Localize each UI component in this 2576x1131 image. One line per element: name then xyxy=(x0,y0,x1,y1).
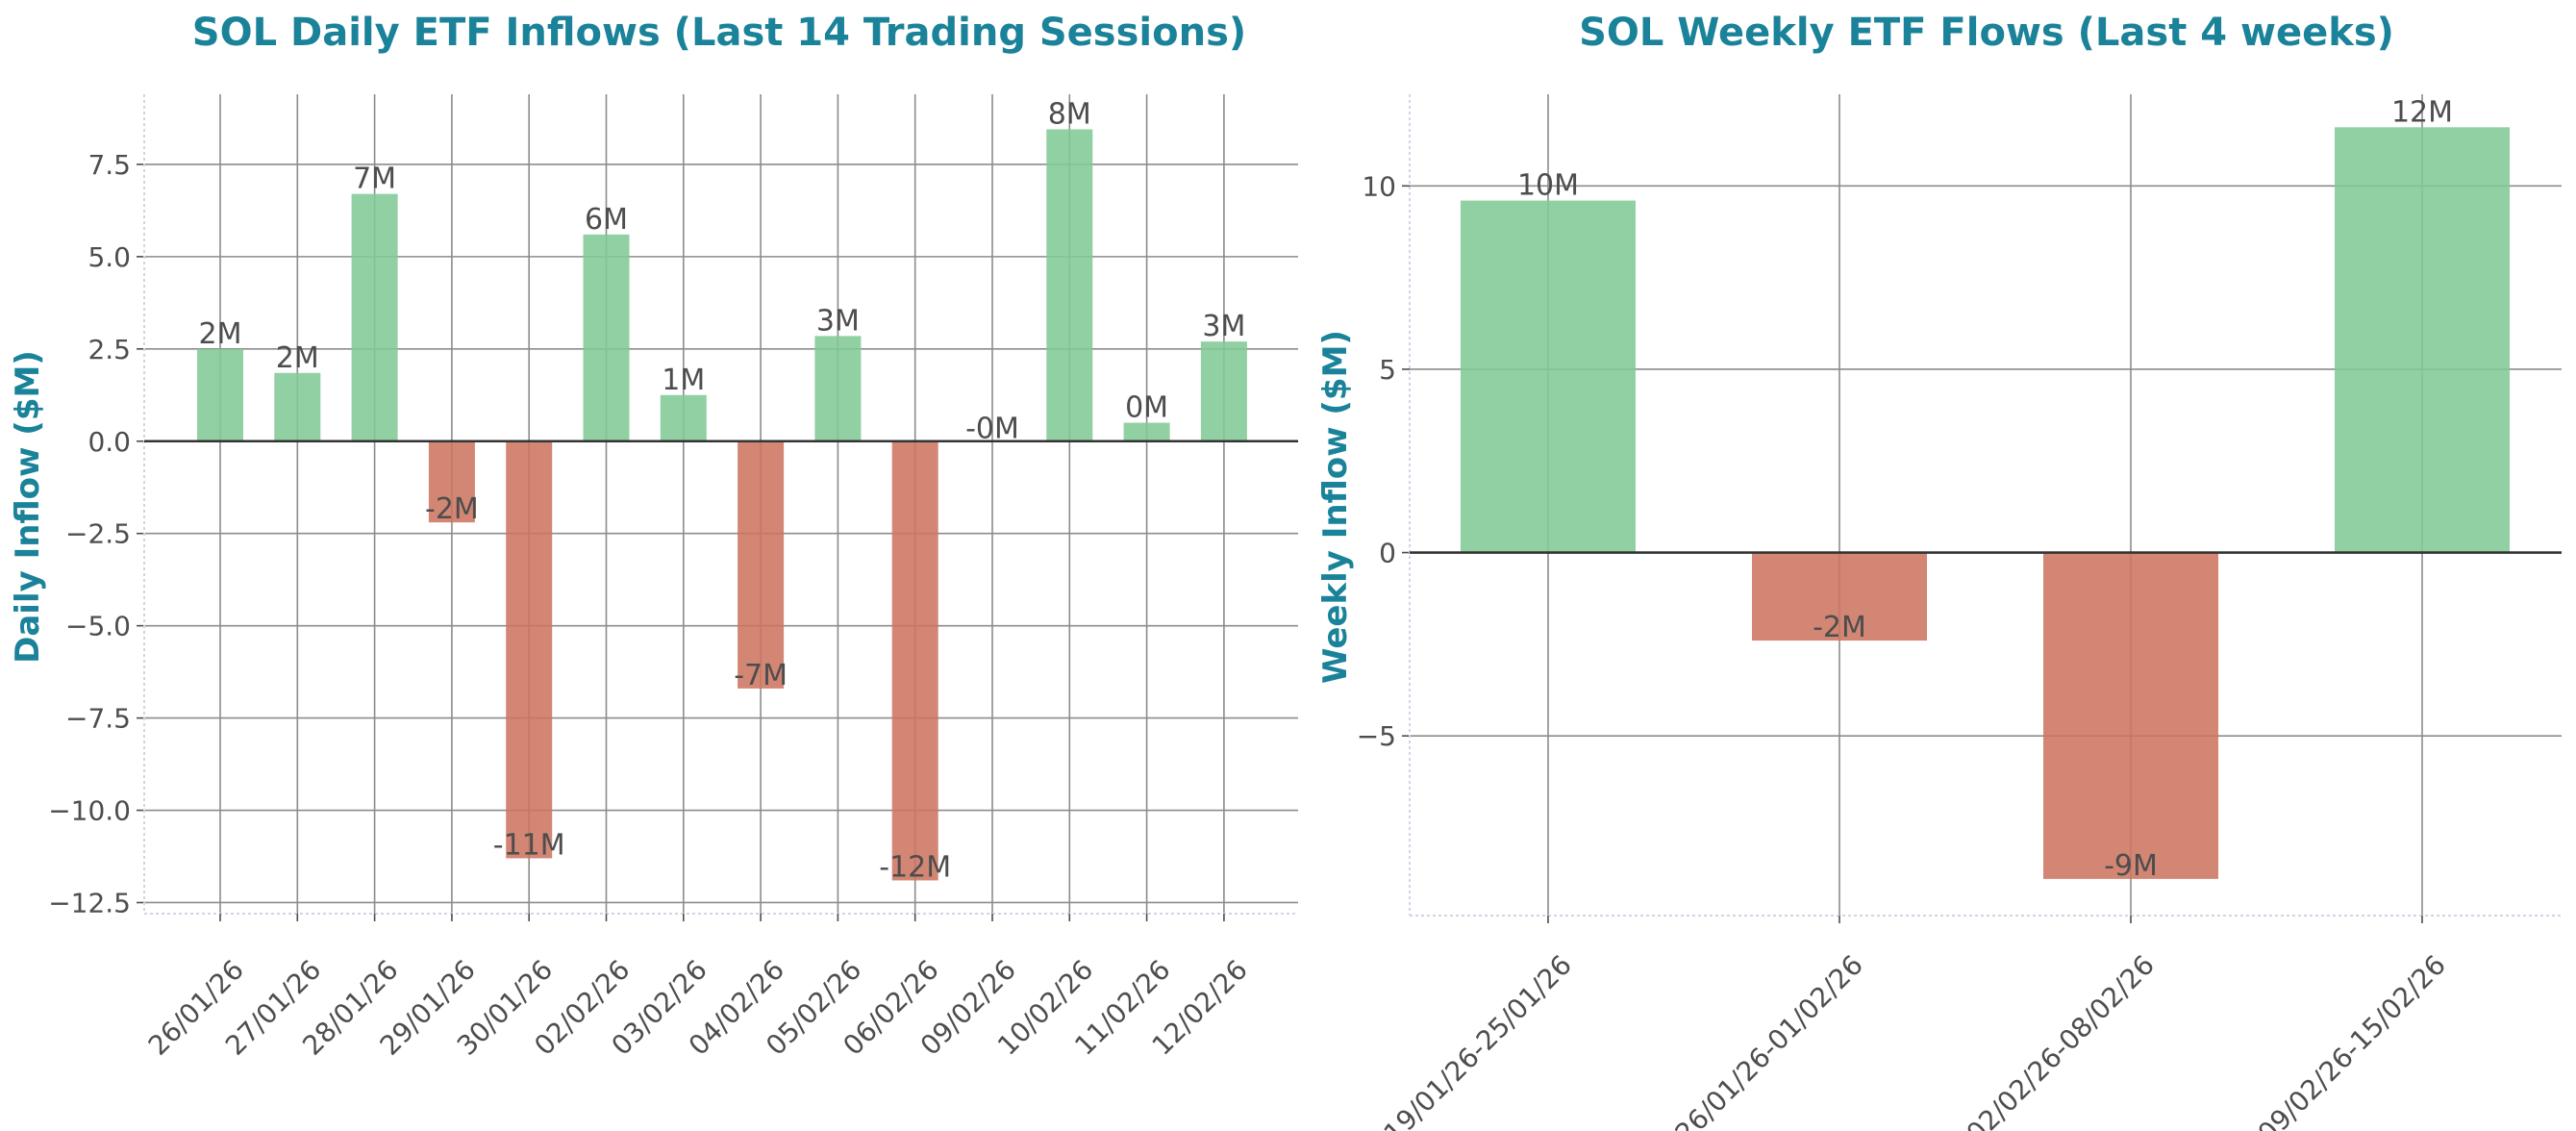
daily-data-label: -7M xyxy=(734,659,788,692)
daily-y-tick-label: 5.0 xyxy=(88,241,131,273)
daily-data-label: 3M xyxy=(1202,310,1245,343)
daily-data-label: -11M xyxy=(493,828,565,862)
daily-y-tick-label: −5.0 xyxy=(65,611,131,642)
daily-y-tick-label: 0.0 xyxy=(88,426,131,458)
daily-y-tick-label: −7.5 xyxy=(65,703,131,735)
weekly-x-tick-label: 26/01/26-01/02/26 xyxy=(1669,949,1869,1131)
daily-data-label: -2M xyxy=(425,492,479,526)
daily-data-label: 2M xyxy=(199,317,242,351)
daily-bar xyxy=(1200,341,1247,441)
daily-y-tick-label: 2.5 xyxy=(88,334,131,365)
weekly-x-tick-label: 09/02/26-15/02/26 xyxy=(2252,949,2452,1131)
daily-data-label: 7M xyxy=(353,163,396,196)
weekly-y-tick-label: 5 xyxy=(1379,354,1396,386)
daily-bar xyxy=(1046,129,1093,441)
daily-data-label: 8M xyxy=(1048,97,1091,131)
weekly-x-tick-label: 02/02/26-08/02/26 xyxy=(1961,949,2161,1131)
daily-bar xyxy=(197,348,243,441)
daily-data-label: -12M xyxy=(879,850,951,884)
daily-bar xyxy=(506,440,553,859)
daily-data-label: 3M xyxy=(816,304,860,338)
daily-bar xyxy=(1123,422,1170,441)
daily-bar xyxy=(274,372,321,441)
weekly-data-label: -9M xyxy=(2104,849,2158,883)
daily-data-label: 6M xyxy=(585,203,628,237)
weekly-data-label: 12M xyxy=(2391,95,2453,129)
weekly-y-tick-label: −5 xyxy=(1357,720,1396,752)
daily-data-label: 1M xyxy=(662,364,705,397)
daily-bar xyxy=(351,193,398,441)
weekly-y-tick-label: 0 xyxy=(1379,538,1396,569)
daily-bar xyxy=(738,440,785,689)
daily-bar xyxy=(583,234,630,441)
daily-data-label: -0M xyxy=(965,413,1019,446)
daily-inflows-plot: 7.5 5.0 2.5 0.0 −2.5 −5.0 −7.5 −10.0 −12.5 2M 2M 7M… xyxy=(48,94,1298,1062)
daily-y-tick-label: −12.5 xyxy=(48,887,131,918)
daily-bar xyxy=(428,440,475,523)
daily-bar xyxy=(891,440,938,881)
weekly-bar xyxy=(1461,200,1636,553)
daily-bar xyxy=(814,336,862,441)
daily-y-tick-label: 7.5 xyxy=(88,149,131,181)
y-axis-label-daily: Daily Inflow ($M) xyxy=(9,350,47,664)
daily-bar xyxy=(660,394,707,441)
daily-y-tick-label: −10.0 xyxy=(48,795,131,827)
chart-title-weekly: SOL Weekly ETF Flows (Last 4 weeks) xyxy=(1579,11,2394,55)
weekly-bar xyxy=(1752,552,1927,641)
chart-title-daily: SOL Daily ETF Inflows (Last 14 Trading S… xyxy=(192,11,1246,55)
weekly-data-label: -2M xyxy=(1813,611,1866,644)
daily-data-label: 0M xyxy=(1125,391,1168,425)
weekly-x-tick-label: 19/01/26-25/01/26 xyxy=(1378,949,1578,1131)
weekly-data-label: 10M xyxy=(1517,169,1579,203)
daily-y-tick-label: −2.5 xyxy=(65,518,131,550)
daily-data-label: 2M xyxy=(276,341,319,375)
weekly-y-tick-label: 10 xyxy=(1362,170,1396,202)
weekly-flows-plot: 10 5 0 −5 10M -2M -9M 12M 19/01/26-25/01/26 26/01… xyxy=(1357,94,2562,1131)
weekly-bar xyxy=(2335,127,2510,553)
y-axis-label-weekly: Weekly Inflow ($M) xyxy=(1316,330,1355,684)
weekly-bar xyxy=(2043,552,2218,879)
